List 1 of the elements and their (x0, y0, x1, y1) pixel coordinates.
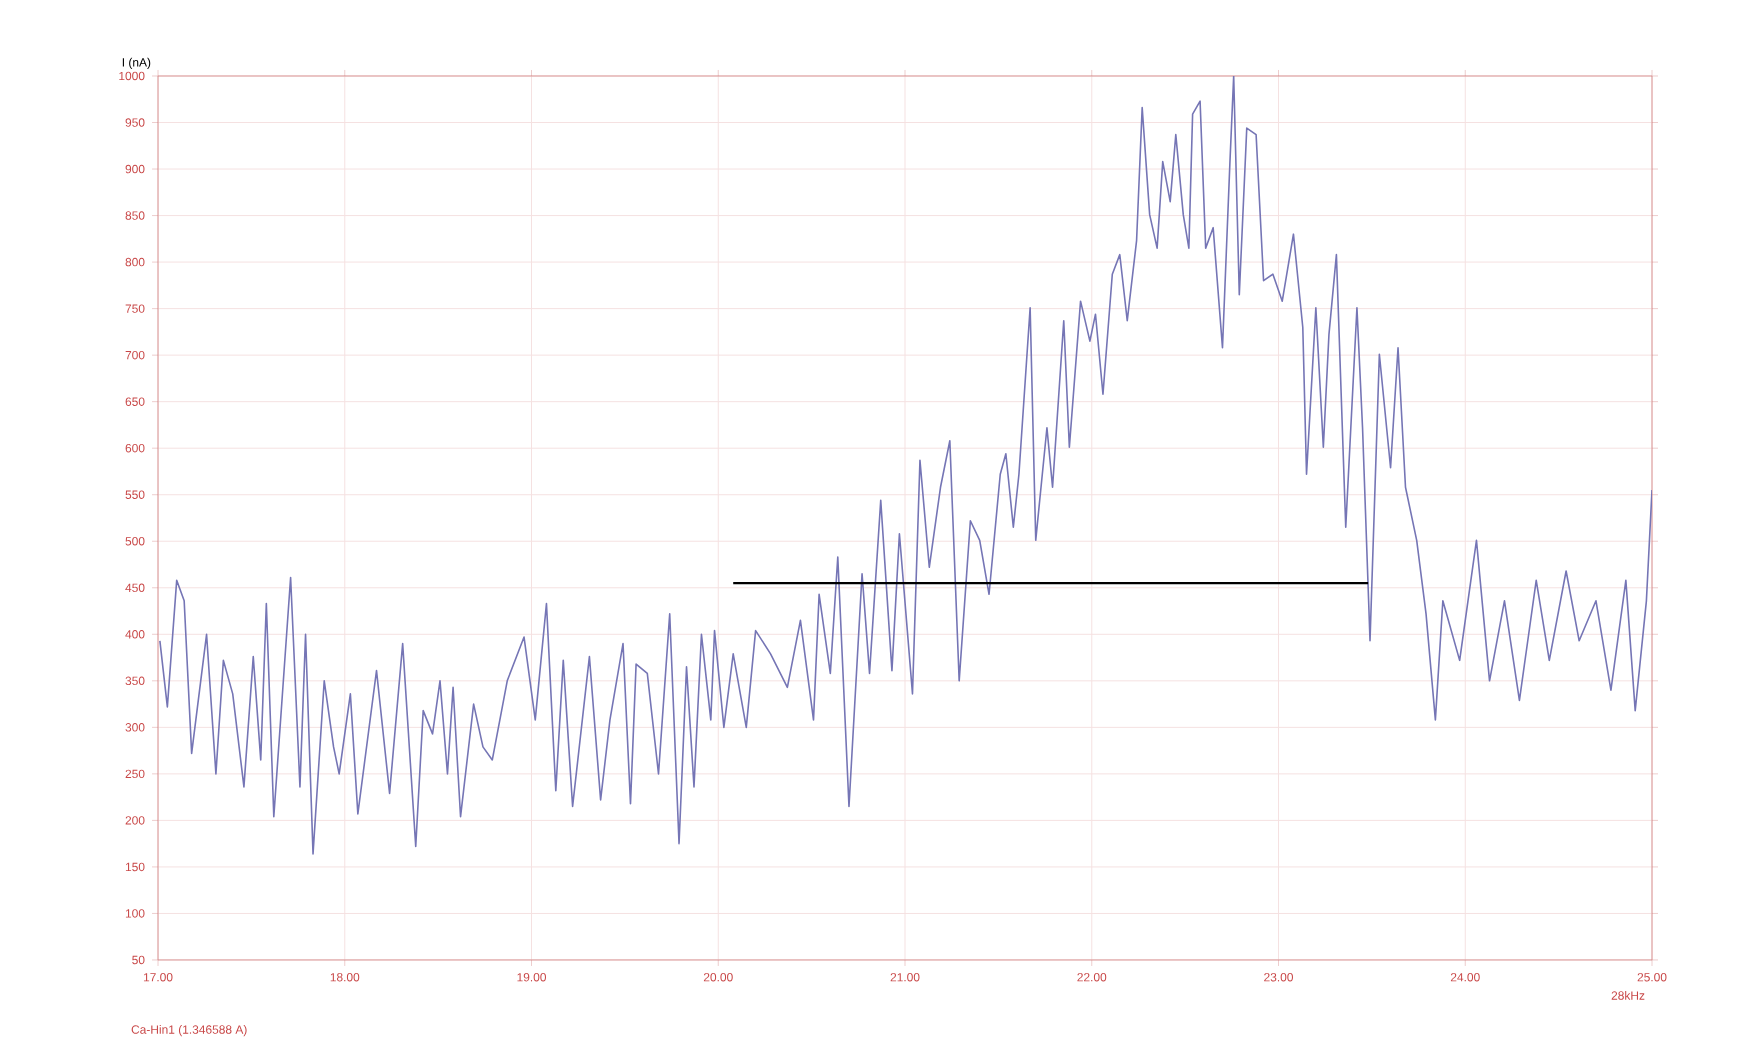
line-series (159, 75, 1652, 855)
